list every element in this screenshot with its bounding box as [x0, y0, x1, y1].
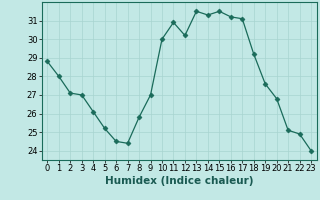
X-axis label: Humidex (Indice chaleur): Humidex (Indice chaleur) — [105, 176, 253, 186]
